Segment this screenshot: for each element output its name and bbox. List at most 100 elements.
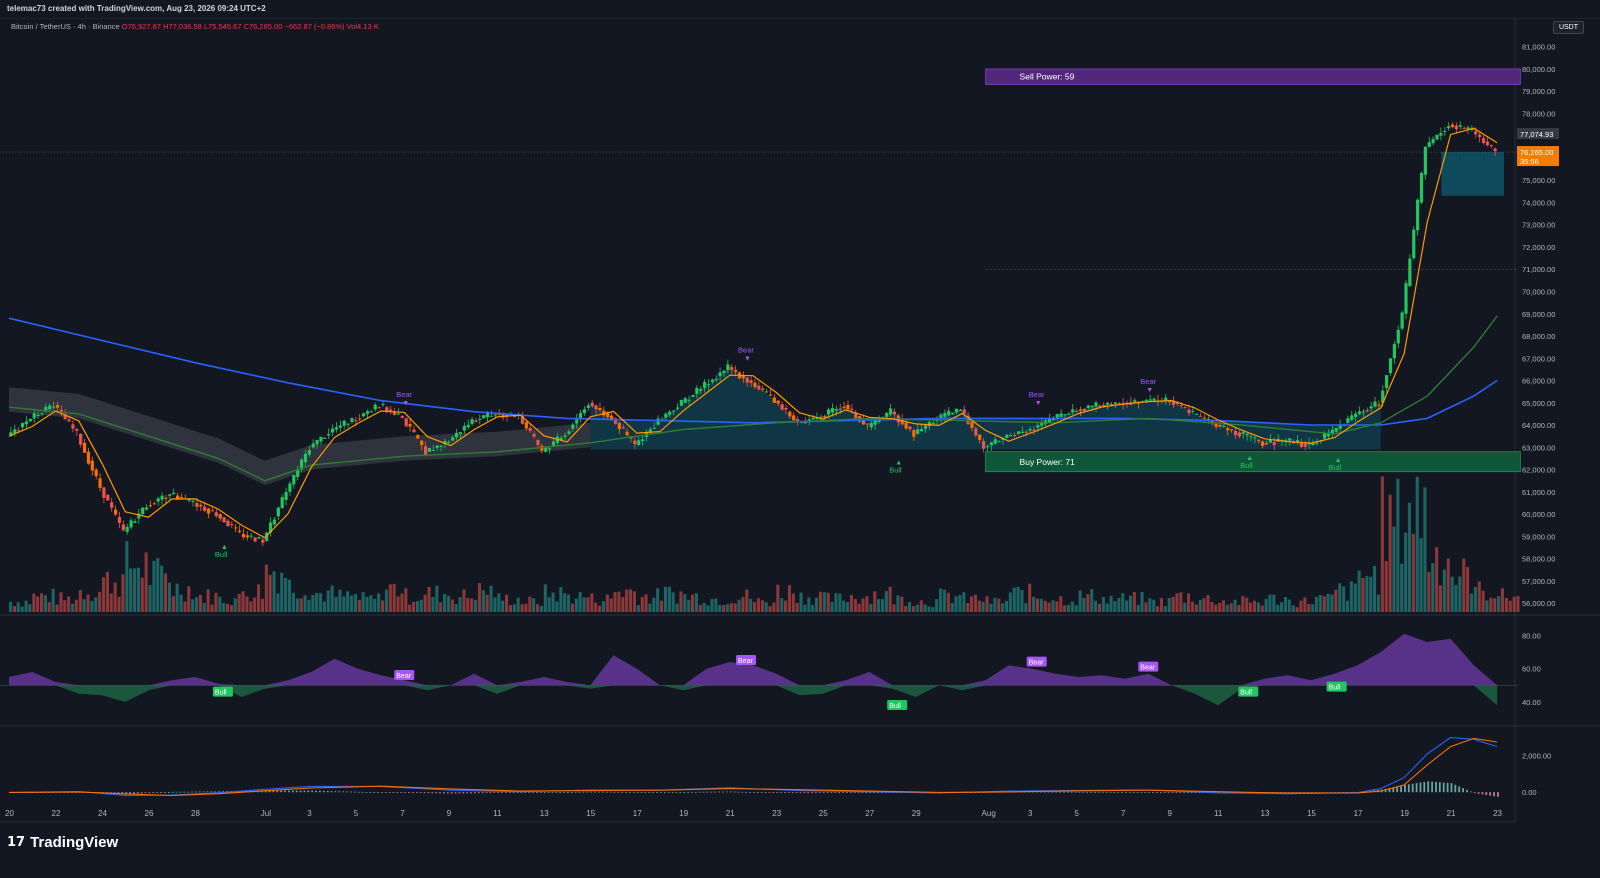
tradingview-brand[interactable]: 𝟭𝟳 TradingView	[7, 834, 118, 851]
volume-bar	[175, 583, 179, 612]
x-tick-label: 28	[191, 809, 200, 818]
macd-histogram-bar	[1086, 791, 1089, 793]
volume-bar	[326, 590, 330, 612]
macd-histogram-bar	[667, 792, 670, 793]
macd-histogram-bar	[462, 792, 465, 794]
volume-bar	[214, 592, 218, 612]
osc-bull-label: Bull	[215, 690, 227, 697]
volume-bar	[474, 599, 478, 612]
candle-body	[280, 497, 284, 509]
candle-body	[1171, 400, 1176, 405]
volume-bar	[1218, 602, 1222, 612]
candle-body	[350, 418, 354, 423]
macd-histogram-bar	[594, 791, 596, 793]
volume-bar	[776, 584, 780, 612]
candle-body	[447, 441, 451, 443]
x-tick-label: 7	[400, 809, 405, 818]
chart-canvas[interactable]: 81,000.00 80,000.00 79,000.00 78,000.00 77,0…	[0, 18, 1600, 830]
candle-body	[1148, 399, 1152, 401]
candle-body	[195, 502, 199, 507]
x-tick-label: 24	[98, 809, 107, 818]
volume-bar	[1435, 547, 1439, 612]
macd-histogram-bar	[350, 791, 352, 793]
volume-bar	[55, 604, 59, 612]
volume-value: Vol4.13 K	[346, 22, 379, 31]
volume-bar	[47, 602, 51, 612]
macd-histogram-bar	[377, 792, 379, 793]
candle-body	[625, 431, 629, 436]
candle-body	[1315, 442, 1319, 444]
volume-bar	[338, 589, 342, 612]
volume-bar	[198, 594, 202, 612]
candle-body	[284, 492, 288, 500]
candle-body	[75, 429, 79, 431]
volume-bar	[1442, 569, 1446, 612]
volume-bar	[605, 594, 609, 612]
macd-histogram-bar	[144, 792, 147, 793]
candle-body	[311, 443, 315, 448]
macd-histogram-bar	[1167, 792, 1170, 793]
candle-body	[877, 419, 881, 423]
macd-histogram-bar	[1435, 781, 1437, 793]
macd-histogram-bar	[1477, 792, 1480, 794]
macd-histogram-bar	[1066, 791, 1069, 793]
bear-divergence-label-arrow: ▼	[1146, 387, 1153, 394]
candle-body	[1055, 414, 1059, 419]
macd-histogram-bar	[164, 792, 166, 793]
volume-bar	[1446, 558, 1450, 612]
macd-histogram-bar	[551, 792, 554, 793]
volume-bar	[1415, 476, 1419, 612]
macd-histogram-bar	[547, 792, 550, 793]
macd-histogram-bar	[268, 790, 271, 793]
volume-bar	[357, 599, 361, 612]
volume-bar	[67, 596, 71, 612]
candle-body	[365, 411, 370, 414]
candle-body	[1059, 413, 1063, 417]
macd-histogram-bar	[450, 792, 453, 794]
macd-histogram-bar	[241, 791, 244, 793]
volume-bar	[818, 591, 822, 612]
volume-bar	[396, 596, 400, 612]
candle-body	[1474, 131, 1478, 135]
volume-bar	[958, 594, 962, 612]
symbol-name[interactable]: Bitcoin / TetherUS · 4h · Binance	[11, 22, 120, 31]
candle-body	[1354, 413, 1358, 417]
candle-body	[1423, 146, 1427, 175]
footer: 𝟭𝟳 TradingView	[0, 830, 1600, 878]
candle-body	[276, 507, 280, 517]
macd-histogram-bar	[330, 791, 333, 793]
volume-bar	[1303, 597, 1307, 612]
candle-body	[691, 395, 695, 397]
volume-bar	[450, 599, 454, 612]
volume-bar	[1497, 596, 1501, 612]
macd-histogram-bar	[1140, 792, 1143, 793]
volume-bar	[919, 600, 923, 612]
macd-histogram-bar	[493, 792, 496, 793]
volume-bar	[249, 601, 253, 612]
buy-power-box	[985, 451, 1521, 473]
macd-histogram-bar	[412, 792, 414, 793]
candle-body	[536, 439, 540, 446]
candle-body	[776, 400, 780, 404]
y-tick-label: 66,000.00	[1522, 377, 1555, 386]
candle-body	[307, 450, 311, 455]
volume-bar	[1198, 600, 1202, 612]
volume-bar	[598, 605, 602, 612]
candle-body	[369, 411, 373, 413]
volume-bar	[86, 594, 90, 612]
candle-body	[478, 418, 482, 420]
macd-histogram-bar	[842, 792, 844, 793]
volume-bar	[361, 592, 365, 612]
y-tick-label: 67,000.00	[1522, 354, 1555, 363]
macd-histogram-bar	[1059, 791, 1061, 793]
macd-histogram-bar	[454, 792, 457, 794]
candle-body	[741, 374, 745, 379]
candle-body	[1408, 258, 1412, 286]
volume-bar	[539, 605, 543, 612]
currency-button[interactable]: USDT	[1552, 21, 1584, 34]
volume-bar	[1167, 598, 1171, 612]
volume-bar	[260, 599, 264, 612]
volume-bar	[477, 583, 481, 612]
volume-bar	[392, 583, 396, 612]
bear-divergence-label: Bear	[738, 346, 754, 355]
